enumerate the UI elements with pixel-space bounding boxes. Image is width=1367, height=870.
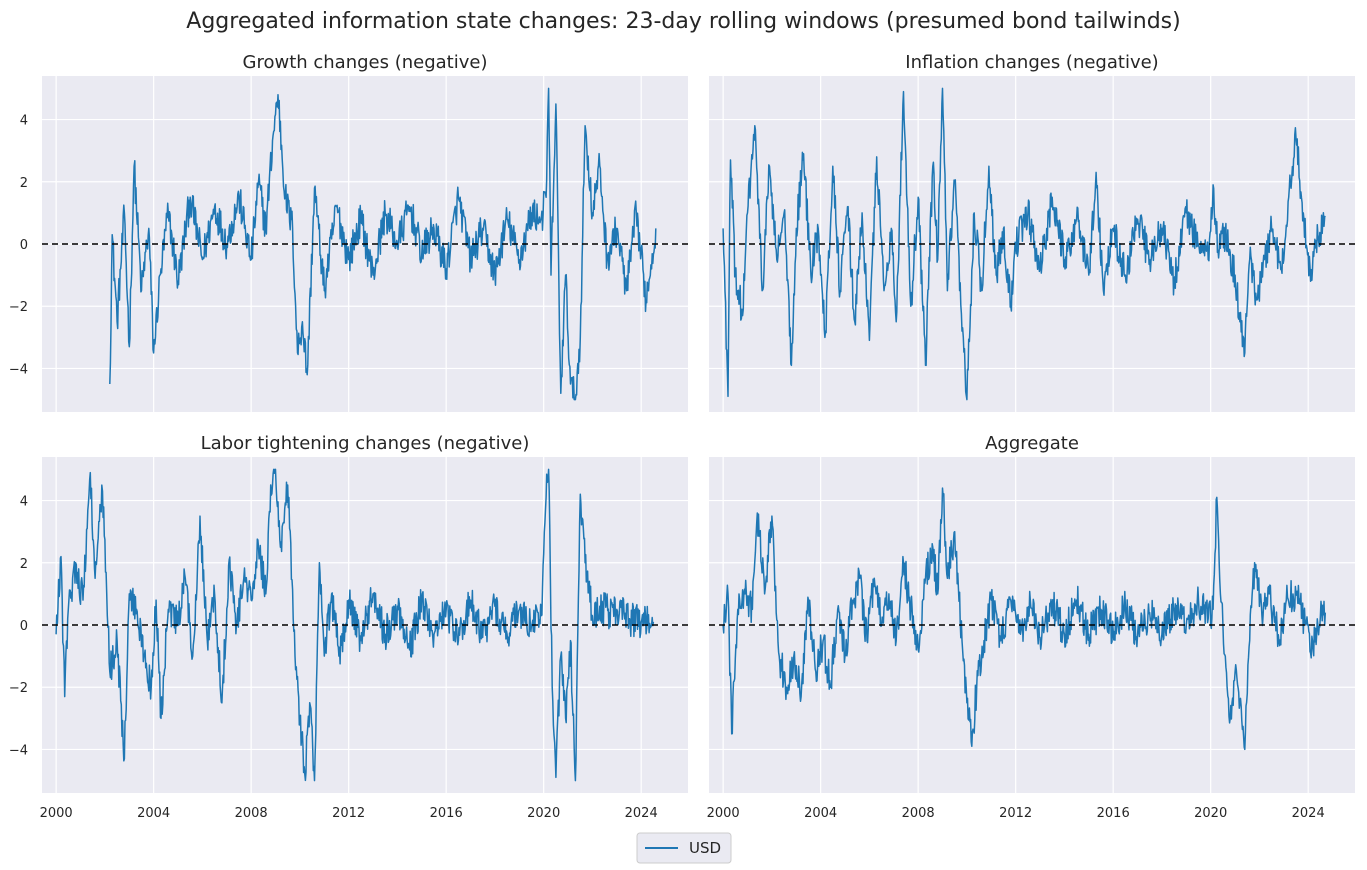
legend: USD xyxy=(636,832,732,864)
y-tick-label: −4 xyxy=(9,743,28,758)
panel-title: Labor tightening changes (negative) xyxy=(201,433,530,454)
y-tick-label: 2 xyxy=(20,557,28,572)
y-tick-label: 4 xyxy=(20,495,28,510)
x-tick-label: 2024 xyxy=(1292,806,1325,821)
series-line-usd xyxy=(109,87,657,401)
figure-title: Aggregated information state changes: 23… xyxy=(186,9,1180,34)
series-line-usd xyxy=(722,87,1326,401)
x-tick-label: 2008 xyxy=(902,806,935,821)
y-tick-label: −2 xyxy=(9,300,28,315)
panel-labor-tightening-changes: 2000 2004 2008 2012 2016 2020 2024 −4 −2 0 2 4 Labor… xyxy=(9,433,688,821)
x-tick-label: 2016 xyxy=(430,806,463,821)
panel-growth-changes: −4 −2 0 2 4 Growth changes (negative) xyxy=(9,52,688,412)
y-tick-label: 0 xyxy=(20,238,28,253)
x-tick-label: 2012 xyxy=(332,806,365,821)
panel-inflation-changes: Inflation changes (negative) xyxy=(709,52,1355,412)
y-tick-label: 2 xyxy=(20,176,28,191)
x-tick-label: 2012 xyxy=(999,806,1032,821)
series-line-usd xyxy=(55,468,655,782)
y-tick-label: −4 xyxy=(9,362,28,377)
series-line-usd xyxy=(722,487,1327,751)
x-tick-label: 2024 xyxy=(625,806,658,821)
y-tick-label: 0 xyxy=(20,619,28,634)
panel-title: Growth changes (negative) xyxy=(243,52,488,73)
panel-title: Inflation changes (negative) xyxy=(905,52,1158,73)
x-tick-label: 2020 xyxy=(527,806,560,821)
x-tick-label: 2000 xyxy=(707,806,740,821)
y-tick-label: 4 xyxy=(20,114,28,129)
x-tick-label: 2020 xyxy=(1194,806,1227,821)
x-tick-label: 2000 xyxy=(40,806,73,821)
x-tick-label: 2004 xyxy=(804,806,837,821)
x-tick-label: 2016 xyxy=(1097,806,1130,821)
panel-title: Aggregate xyxy=(985,433,1079,454)
legend-label-usd: USD xyxy=(689,839,721,857)
y-tick-label: −2 xyxy=(9,681,28,696)
x-tick-label: 2004 xyxy=(137,806,170,821)
x-tick-label: 2008 xyxy=(235,806,268,821)
panel-aggregate: 2000 2004 2008 2012 2016 2020 2024 Aggregate xyxy=(707,433,1355,821)
legend-frame xyxy=(636,832,732,864)
